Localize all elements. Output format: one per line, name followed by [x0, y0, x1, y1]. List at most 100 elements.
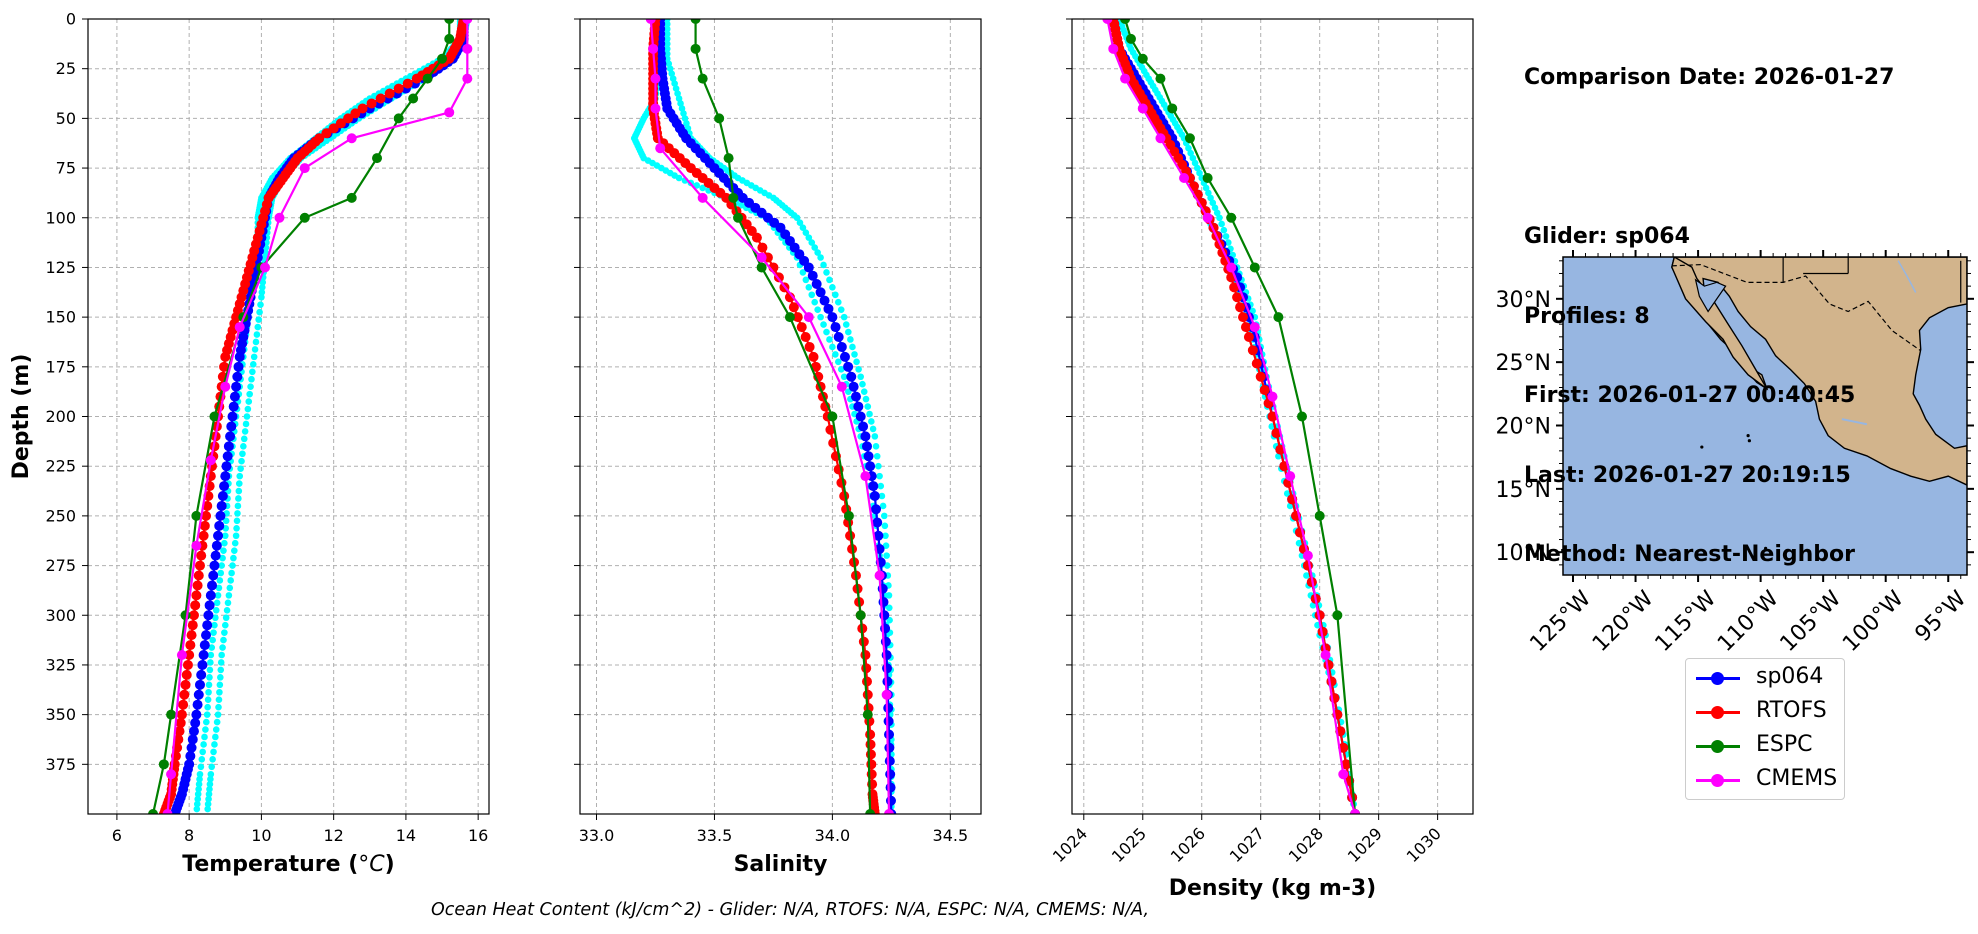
- data-point: [227, 577, 234, 584]
- data-point: [665, 60, 673, 68]
- plot-area: [1102, 19, 1361, 814]
- data-point: [840, 373, 848, 381]
- data-point: [1247, 345, 1258, 356]
- map-lon-label: 115°W: [1651, 586, 1722, 657]
- data-point: [1125, 33, 1136, 44]
- data-point: [198, 530, 209, 541]
- data-point: [176, 650, 187, 660]
- data-point: [869, 491, 880, 501]
- data-point: [224, 599, 232, 607]
- map-lon-label: 120°W: [1588, 586, 1659, 657]
- data-point: [233, 361, 244, 372]
- data-point: [202, 726, 209, 733]
- data-point: [205, 681, 213, 689]
- x-tick-label: 33.5: [697, 826, 733, 845]
- data-point: [1108, 43, 1119, 54]
- data-point: [1243, 332, 1254, 342]
- data-point: [186, 742, 197, 753]
- data-point: [232, 532, 240, 540]
- data-point: [839, 351, 850, 362]
- y-tick-label: 300: [45, 606, 76, 625]
- data-point: [222, 614, 230, 622]
- data-point: [663, 30, 671, 38]
- data-point: [206, 780, 214, 788]
- data-point: [193, 689, 204, 700]
- x-axis-label: Temperature (°C): [182, 852, 394, 877]
- data-point: [240, 443, 247, 450]
- data-point: [1255, 371, 1266, 382]
- data-point: [206, 674, 213, 681]
- data-point: [462, 19, 473, 24]
- data-point: [191, 709, 202, 720]
- data-point: [196, 669, 207, 680]
- data-point: [299, 163, 310, 174]
- data-point: [222, 517, 230, 525]
- data-point: [213, 718, 221, 726]
- x-tick-label: 12: [323, 826, 343, 845]
- data-point: [220, 547, 227, 554]
- x-tick-label: 8: [184, 826, 194, 845]
- data-point: [240, 435, 248, 443]
- data-point: [861, 663, 872, 674]
- data-point: [202, 620, 213, 631]
- data-point: [234, 322, 245, 333]
- data-point: [215, 696, 223, 704]
- data-point: [214, 520, 225, 531]
- data-point: [215, 584, 223, 592]
- data-point: [882, 532, 889, 540]
- x-tick-label: 1029: [1344, 824, 1386, 866]
- x-tick-label: 1028: [1285, 824, 1327, 866]
- data-point: [675, 174, 683, 182]
- data-point: [866, 410, 873, 418]
- data-point: [462, 73, 473, 84]
- data-point: [869, 425, 877, 433]
- data-point: [201, 733, 208, 741]
- data-point: [850, 391, 861, 402]
- legend-label: ESPC: [1756, 732, 1813, 757]
- data-point: [1267, 411, 1278, 422]
- comparison-date-text: Comparison Date: 2026-01-27: [1524, 65, 1895, 90]
- data-point: [223, 441, 234, 452]
- data-point: [205, 790, 213, 798]
- data-point: [1137, 103, 1148, 114]
- y-tick-label: 150: [45, 308, 76, 327]
- data-point: [210, 748, 217, 756]
- data-point: [220, 351, 231, 362]
- legend-marker: [1711, 774, 1724, 787]
- data-point: [346, 192, 357, 203]
- data-point: [672, 85, 680, 92]
- data-point: [217, 569, 225, 577]
- data-point: [260, 262, 271, 273]
- data-point: [1216, 214, 1223, 222]
- data-point: [357, 103, 368, 114]
- data-point: [411, 73, 422, 84]
- data-point: [1232, 292, 1243, 303]
- data-point: [757, 242, 768, 253]
- data-point: [804, 341, 815, 352]
- data-point: [193, 570, 204, 581]
- data-point: [860, 388, 868, 395]
- data-point: [220, 471, 231, 482]
- data-point: [207, 775, 214, 783]
- data-point: [219, 481, 230, 492]
- data-point: [1202, 212, 1213, 223]
- x-tick-label: 33.0: [579, 826, 615, 845]
- data-point: [366, 98, 377, 109]
- data-point: [1309, 602, 1317, 609]
- river: [1841, 418, 1868, 426]
- data-point: [756, 262, 767, 273]
- data-point: [799, 269, 807, 276]
- data-point: [218, 562, 225, 569]
- data-point: [650, 73, 661, 84]
- data-point: [876, 472, 883, 480]
- data-point: [796, 322, 807, 333]
- x-axis-label: Salinity: [734, 852, 828, 877]
- data-point: [233, 524, 240, 532]
- data-point: [248, 375, 255, 383]
- y-tick-label: 25: [56, 59, 76, 78]
- data-point: [865, 739, 876, 750]
- data-point: [863, 451, 874, 462]
- data-point: [180, 679, 191, 690]
- data-point: [811, 279, 822, 289]
